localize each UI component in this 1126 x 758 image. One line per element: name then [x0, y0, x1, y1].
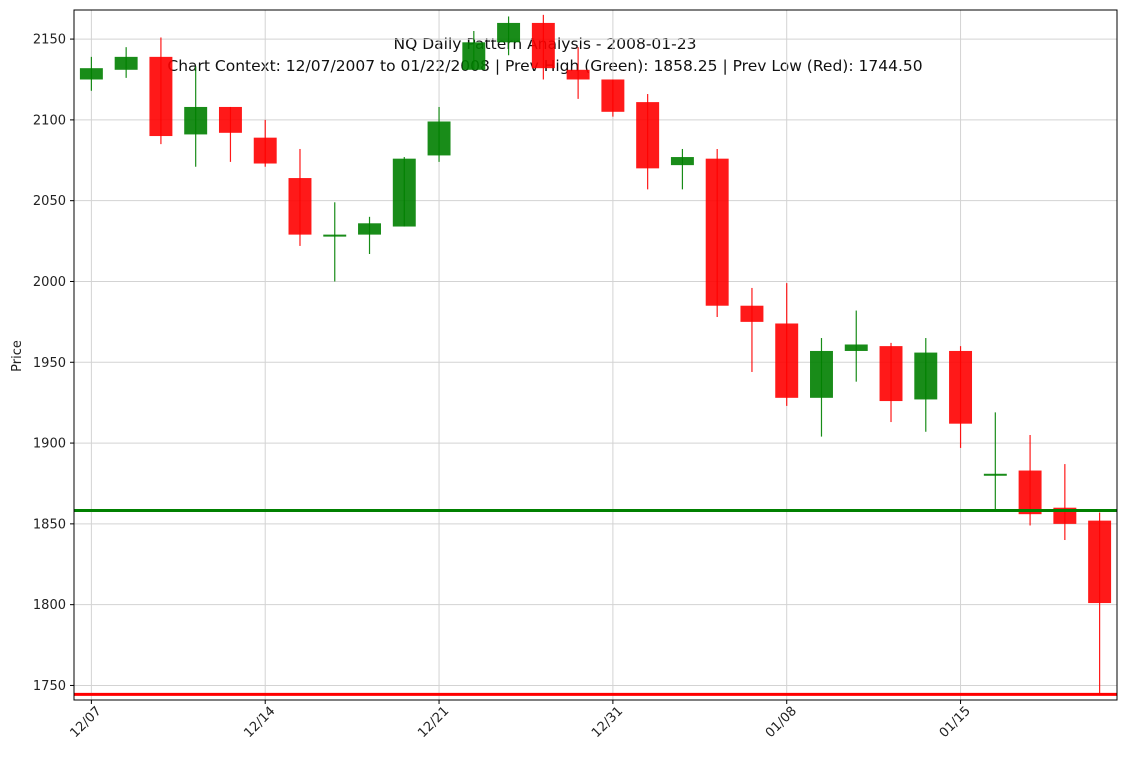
x-tick-label: 12/21: [415, 704, 452, 741]
candle-body: [775, 323, 799, 398]
candles-group: [79, 14, 1112, 694]
candle-body: [79, 68, 103, 80]
candle-body: [670, 157, 694, 166]
candle-body: [914, 352, 938, 400]
candle-body: [184, 106, 208, 135]
x-tick-label: 01/15: [937, 704, 974, 741]
x-tick-label: 12/07: [68, 704, 105, 741]
candle-body: [323, 234, 347, 237]
y-axis-ticks: 1750 1800 1850 1900 1950 2000 2050 2100 2150: [33, 33, 74, 694]
plot-frame: [73, 9, 1118, 701]
candle-body: [462, 42, 486, 70]
candle-body: [497, 22, 521, 43]
y-tick-label: 2100: [33, 113, 66, 128]
candle-body: [531, 22, 555, 69]
reference-lines: [74, 509, 1117, 696]
y-tick-label: 1900: [33, 437, 66, 452]
y-tick-label: 1750: [33, 679, 66, 694]
candle-body: [983, 473, 1007, 476]
candle-body: [636, 102, 660, 169]
candle-body: [949, 350, 973, 424]
candle-body: [601, 79, 625, 112]
candle-body: [358, 223, 381, 235]
y-tick-label: 1950: [33, 356, 66, 371]
x-tick-label: 01/08: [763, 704, 800, 741]
y-tick-label: 1800: [33, 598, 66, 613]
candle-body: [218, 106, 242, 133]
candle-body: [253, 137, 277, 164]
y-tick-label: 2150: [33, 33, 66, 48]
candle-body: [740, 305, 764, 322]
y-tick-label: 2000: [33, 275, 66, 290]
y-axis-label: Price: [10, 340, 25, 372]
candle-body: [1018, 470, 1042, 515]
x-tick-label: 12/31: [589, 704, 626, 741]
candle-body: [149, 56, 173, 137]
candle-body: [1088, 520, 1112, 604]
x-tick-label: 12/14: [241, 704, 278, 741]
y-tick-label: 1850: [33, 517, 66, 532]
candle-body: [844, 344, 868, 351]
candle-body: [114, 56, 138, 70]
candle-body: [427, 121, 451, 156]
x-axis-ticks: 12/07 12/14 12/21 12/31 01/08 01/15: [68, 700, 974, 741]
candle-body: [566, 69, 590, 80]
candle-body: [810, 350, 833, 398]
candle-body: [879, 346, 903, 402]
candle-body: [392, 158, 416, 227]
y-tick-label: 2050: [33, 194, 66, 209]
candle-body: [705, 158, 729, 306]
candle-body: [288, 178, 312, 235]
